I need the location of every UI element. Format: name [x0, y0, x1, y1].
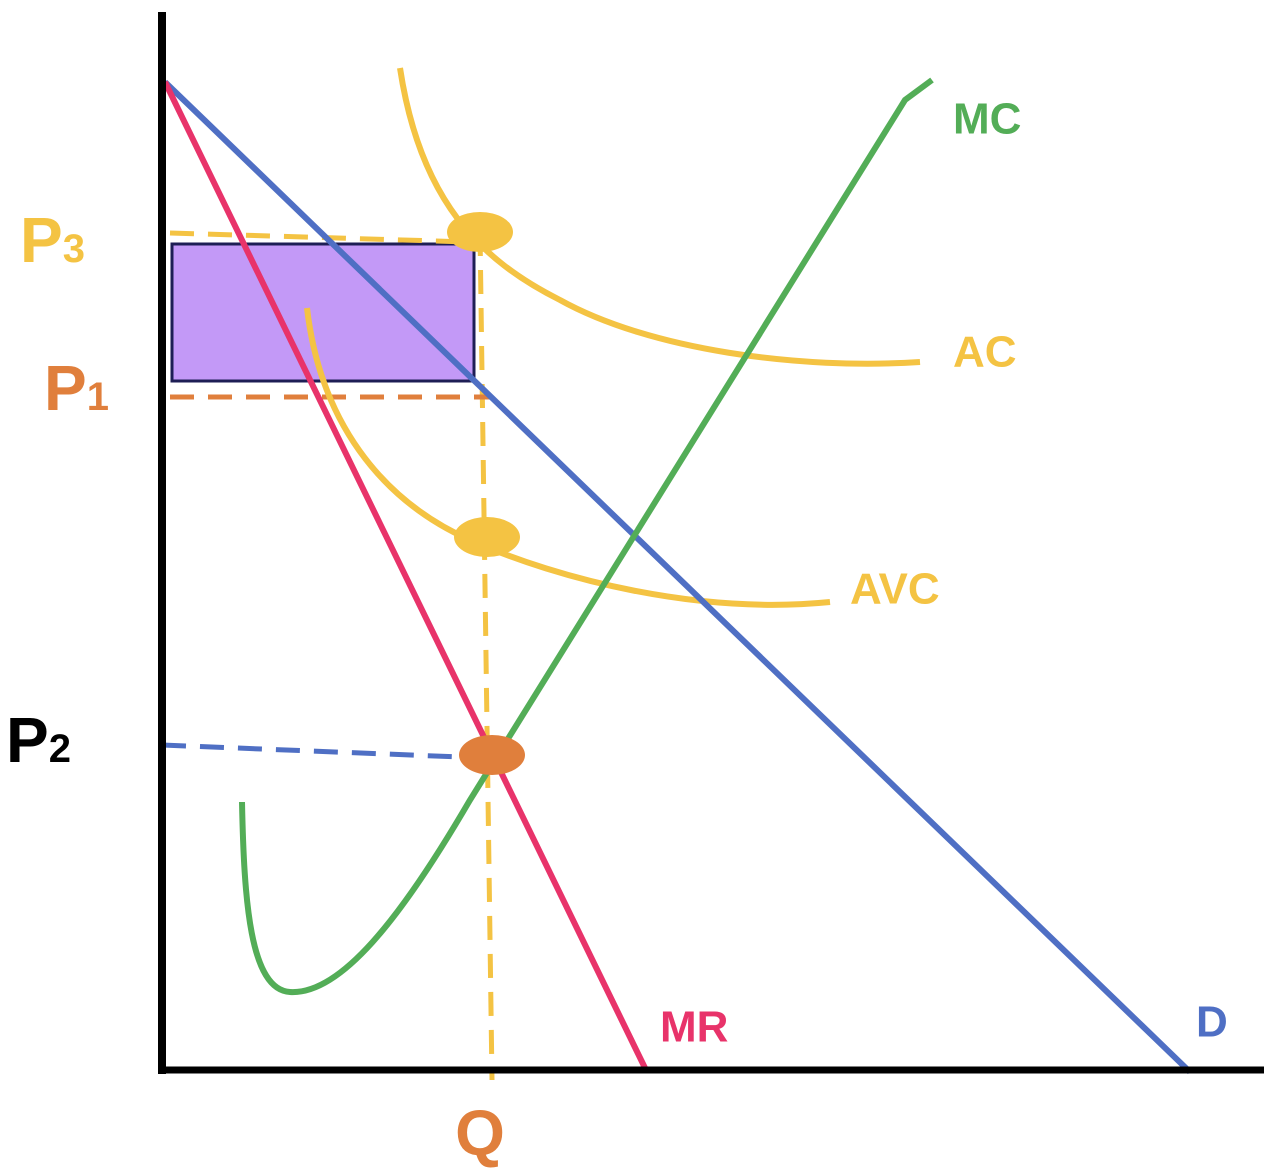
q-guide — [477, 231, 495, 1081]
ac-curve — [397, 67, 921, 367]
label-letter: P — [20, 204, 63, 276]
p3-label: P3 — [20, 204, 85, 276]
mr-label: MR — [660, 1003, 728, 1052]
label-letter: P — [6, 704, 49, 776]
mc-label: MC — [953, 95, 1021, 144]
label-sub: 1 — [87, 375, 109, 419]
demand-line — [162, 79, 1193, 1075]
point — [454, 517, 520, 557]
label-sub: 2 — [49, 727, 71, 771]
label-sub: 3 — [63, 227, 85, 271]
p1-label: P1 — [44, 352, 109, 424]
q-label: Q — [455, 1097, 505, 1169]
label-letter: P — [44, 352, 87, 424]
avc-label: AVC — [850, 565, 940, 614]
d-label: D — [1196, 998, 1228, 1047]
ac-label: AC — [953, 328, 1017, 377]
point — [447, 212, 513, 252]
mr-line — [162, 80, 648, 1070]
p2-label: P2 — [6, 704, 71, 776]
point — [459, 735, 525, 775]
p3-guide — [169, 230, 471, 245]
p2-guide — [161, 742, 461, 760]
mc-curve — [239, 77, 934, 996]
profit-area — [170, 242, 476, 383]
